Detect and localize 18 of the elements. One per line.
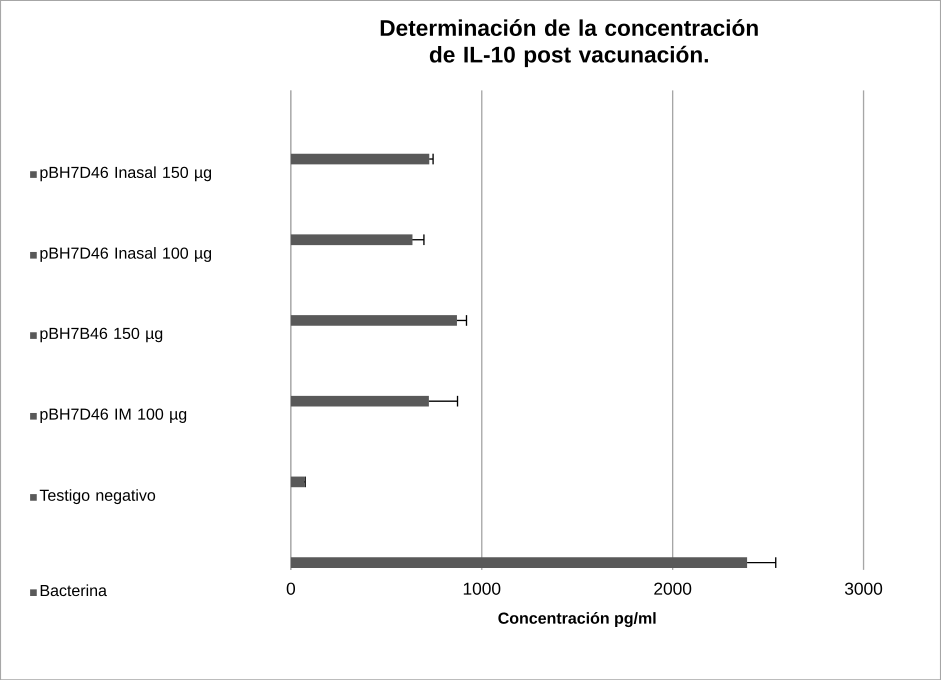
legend-label: pBH7B46 150 µg	[40, 328, 162, 342]
bar	[290, 314, 457, 326]
legend-label: pBH7D46 Inasal 100 µg	[40, 246, 212, 262]
chart-title: Determinación de la concentración de IL-10 post vacunación.	[380, 19, 758, 67]
bar	[290, 476, 304, 488]
bar	[290, 396, 429, 406]
bar	[290, 234, 412, 245]
x-axis-title: Concentración pg/ml	[498, 612, 656, 627]
bar	[290, 154, 430, 164]
x-tick-label: 1000	[464, 582, 500, 595]
x-tick-label: 3000	[844, 582, 882, 595]
bar	[290, 557, 748, 568]
legend-label: Testigo negativo	[40, 489, 156, 504]
legend-label: pBH7D46 Inasal 150 µg	[40, 166, 212, 182]
x-tick-label: 0	[286, 582, 296, 595]
x-tick-label: 2000	[654, 582, 692, 595]
legend-label: pBH7D46 IM 100 µg	[40, 408, 186, 423]
legend-label: Bacterina	[40, 584, 107, 596]
